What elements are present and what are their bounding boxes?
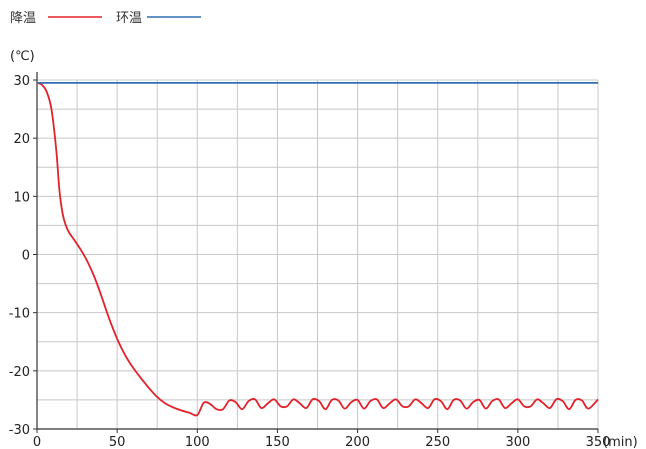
- x-tick-label: 300: [505, 435, 530, 449]
- y-axis-unit: (℃): [10, 49, 35, 64]
- x-tick-label: 200: [345, 435, 370, 449]
- x-tick-label: 50: [109, 435, 126, 449]
- x-tick-label: 0: [33, 435, 41, 449]
- x-tick-label: 100: [185, 435, 210, 449]
- legend-label-ambient: 环温: [116, 11, 142, 26]
- x-tick-label: 250: [425, 435, 450, 449]
- series-line-cooling: [36, 82, 599, 417]
- y-tick-label: 30: [13, 74, 30, 89]
- x-tick-label: 350: [586, 435, 611, 449]
- x-tick-label: 150: [265, 435, 290, 449]
- y-tick-label: -10: [9, 307, 30, 322]
- y-tick-label: 0: [22, 249, 30, 264]
- series-lines: [36, 82, 599, 417]
- axes: [33, 72, 599, 433]
- x-axis-unit: (min): [603, 435, 638, 449]
- legend-label-cooling: 降温: [10, 11, 36, 26]
- grid: [37, 79, 599, 429]
- y-tick-label: -20: [9, 365, 30, 380]
- legend: 降温 环温: [10, 11, 201, 26]
- y-tick-label: 10: [13, 190, 30, 205]
- y-tick-label: 20: [13, 132, 30, 147]
- y-tick-label: -30: [9, 423, 30, 438]
